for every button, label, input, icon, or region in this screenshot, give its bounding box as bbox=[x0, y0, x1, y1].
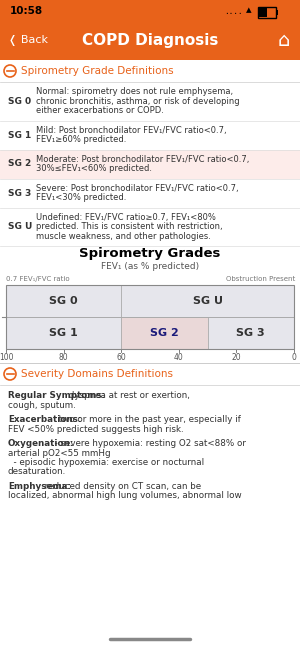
Text: cough, sputum.: cough, sputum. bbox=[8, 400, 76, 410]
Text: ❬ Back: ❬ Back bbox=[8, 36, 48, 47]
Bar bbox=[0, 273, 300, 285]
Text: Mild: Post bronchodilator FEV₁/FVC ratio<0.7,: Mild: Post bronchodilator FEV₁/FVC ratio… bbox=[36, 126, 226, 135]
Text: SG 2: SG 2 bbox=[150, 328, 179, 338]
Text: Emphysema:: Emphysema: bbox=[8, 482, 71, 491]
Text: - severe hypoxemia: resting O2 sat<88% or: - severe hypoxemia: resting O2 sat<88% o… bbox=[49, 439, 246, 448]
Text: Severity Domains Definitions: Severity Domains Definitions bbox=[21, 369, 173, 379]
Bar bbox=[121, 285, 294, 317]
Bar bbox=[0, 246, 300, 260]
Text: SG 3: SG 3 bbox=[236, 328, 265, 338]
Text: Obstruction Present: Obstruction Present bbox=[226, 276, 295, 282]
Text: arterial pO2<55 mmHg: arterial pO2<55 mmHg bbox=[8, 448, 111, 458]
Bar bbox=[0, 121, 300, 149]
Text: Moderate: Post bronchodilator FEV₁/FVC ratio<0.7,: Moderate: Post bronchodilator FEV₁/FVC r… bbox=[36, 154, 249, 164]
Text: SG 0: SG 0 bbox=[49, 296, 78, 306]
Text: 30%≤FEV₁<60% predicted.: 30%≤FEV₁<60% predicted. bbox=[36, 164, 152, 173]
Bar bbox=[276, 10, 278, 15]
Text: Undefined: FEV₁/FVC ratio≥0.7, FEV₁<80%: Undefined: FEV₁/FVC ratio≥0.7, FEV₁<80% bbox=[36, 213, 216, 222]
Bar bbox=[6, 285, 121, 317]
Text: FEV₁ (as % predicted): FEV₁ (as % predicted) bbox=[101, 262, 199, 271]
Bar bbox=[208, 317, 294, 349]
Text: 100: 100 bbox=[0, 353, 13, 362]
Text: dyspnea at rest or exertion,: dyspnea at rest or exertion, bbox=[66, 391, 190, 400]
Text: either exacerbations or COPD.: either exacerbations or COPD. bbox=[36, 106, 164, 116]
Bar bbox=[0, 385, 300, 649]
Text: desaturation.: desaturation. bbox=[8, 467, 66, 476]
Text: FEV₁≥60% predicted.: FEV₁≥60% predicted. bbox=[36, 135, 126, 144]
Text: Exacerbations:: Exacerbations: bbox=[8, 415, 82, 424]
Text: SG 1: SG 1 bbox=[8, 130, 31, 140]
Text: FEV <50% predicted suggests high risk.: FEV <50% predicted suggests high risk. bbox=[8, 424, 184, 434]
Text: Regular Symptoms:: Regular Symptoms: bbox=[8, 391, 105, 400]
Text: ....: .... bbox=[224, 6, 242, 16]
Bar bbox=[0, 22, 300, 60]
Text: SG U: SG U bbox=[8, 222, 32, 231]
Bar bbox=[0, 149, 300, 178]
Bar bbox=[0, 0, 300, 22]
Text: SG 0: SG 0 bbox=[8, 97, 31, 106]
Text: 40: 40 bbox=[174, 353, 184, 362]
Bar bbox=[0, 208, 300, 246]
Text: COPD Diagnosis: COPD Diagnosis bbox=[82, 34, 218, 49]
Text: 0.7 FEV₁/FVC ratio: 0.7 FEV₁/FVC ratio bbox=[6, 276, 70, 282]
Bar bbox=[0, 260, 300, 273]
Text: Spirometry Grade Definitions: Spirometry Grade Definitions bbox=[21, 66, 174, 76]
Text: reduced density on CT scan, can be: reduced density on CT scan, can be bbox=[42, 482, 201, 491]
Text: 10:58: 10:58 bbox=[10, 6, 43, 16]
Bar bbox=[259, 8, 267, 17]
Bar bbox=[0, 82, 300, 121]
Text: SG U: SG U bbox=[193, 296, 223, 306]
Text: ⌂: ⌂ bbox=[278, 31, 290, 49]
Circle shape bbox=[4, 368, 16, 380]
Text: localized, abnormal high lung volumes, abnormal low: localized, abnormal high lung volumes, a… bbox=[8, 491, 242, 500]
Text: ▴: ▴ bbox=[246, 5, 252, 16]
Bar bbox=[6, 285, 294, 349]
Text: 80: 80 bbox=[59, 353, 68, 362]
Text: - episodic hypoxemia: exercise or nocturnal: - episodic hypoxemia: exercise or noctur… bbox=[8, 458, 204, 467]
Bar bbox=[0, 60, 300, 82]
Text: muscle weakness, and other pathologies.: muscle weakness, and other pathologies. bbox=[36, 232, 211, 241]
Text: SG 3: SG 3 bbox=[8, 188, 31, 197]
Circle shape bbox=[4, 65, 16, 77]
Text: two or more in the past year, especially if: two or more in the past year, especially… bbox=[56, 415, 241, 424]
Bar bbox=[0, 363, 300, 385]
Text: Severe: Post bronchodilator FEV₁/FVC ratio<0.7,: Severe: Post bronchodilator FEV₁/FVC rat… bbox=[36, 184, 238, 193]
Bar bbox=[258, 7, 276, 18]
Text: SG 2: SG 2 bbox=[8, 160, 31, 169]
Text: chronic bronchitis, asthma, or risk of developing: chronic bronchitis, asthma, or risk of d… bbox=[36, 97, 240, 106]
Text: Spirometry Grades: Spirometry Grades bbox=[79, 247, 221, 260]
Text: 20: 20 bbox=[232, 353, 241, 362]
Text: FEV₁<30% predicted.: FEV₁<30% predicted. bbox=[36, 193, 126, 202]
Text: 60: 60 bbox=[116, 353, 126, 362]
Bar bbox=[121, 317, 208, 349]
Text: 0: 0 bbox=[292, 353, 296, 362]
Text: SG 1: SG 1 bbox=[49, 328, 78, 338]
Text: Normal: spirometry does not rule emphysema,: Normal: spirometry does not rule emphyse… bbox=[36, 87, 233, 96]
Bar bbox=[6, 317, 121, 349]
Bar bbox=[0, 178, 300, 208]
Text: predicted. This is consistent with restriction,: predicted. This is consistent with restr… bbox=[36, 222, 223, 231]
Text: Oxygenation:: Oxygenation: bbox=[8, 439, 74, 448]
